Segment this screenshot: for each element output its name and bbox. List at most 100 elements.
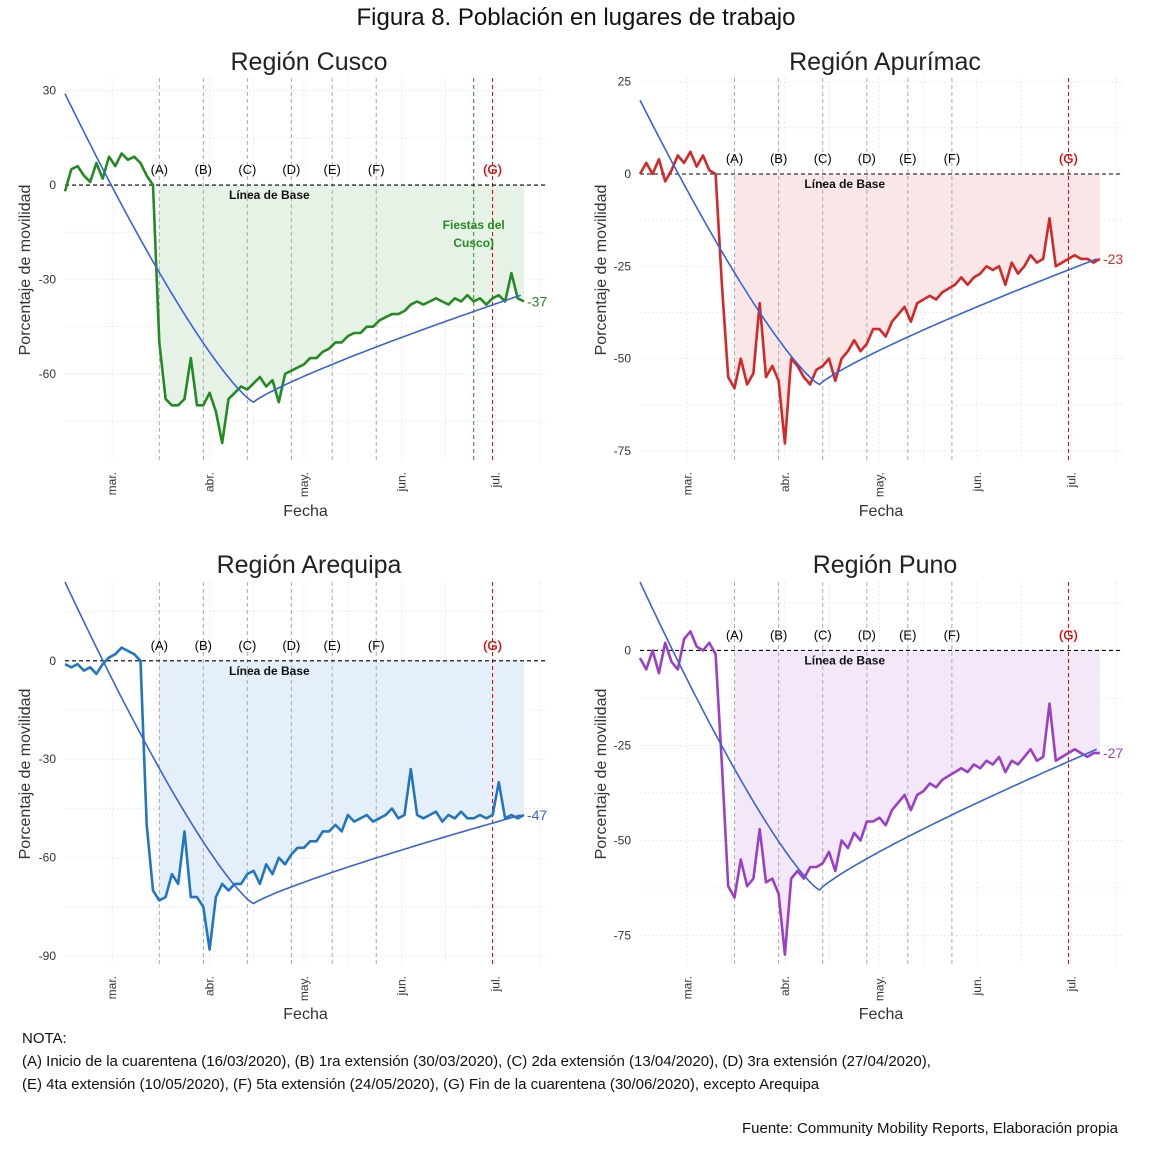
event-label-G: (G)	[1059, 151, 1078, 166]
series-line	[63, 152, 525, 445]
event-label-E: (E)	[324, 162, 341, 177]
x-tick-label: mar.	[680, 976, 694, 999]
note-line-1: (A) Inicio de la cuarentena (16/03/2020)…	[22, 1053, 931, 1070]
end-value-label: -23	[1103, 251, 1123, 267]
x-tick-label: jul.	[1065, 976, 1079, 992]
trend-line	[639, 581, 1098, 892]
event-label-A: (A)	[151, 638, 168, 653]
event-label-F: (F)	[368, 162, 385, 177]
y-tick-label: -75	[614, 444, 632, 458]
x-tick-label: mar.	[680, 472, 694, 495]
y-tick-label: -30	[39, 752, 57, 766]
event-label-E: (E)	[899, 151, 916, 166]
note-line-2: (E) 4ta extensión (10/05/2020), (F) 5ta …	[22, 1076, 820, 1093]
x-axis-label: Fecha	[859, 503, 904, 520]
x-tick-label: abr.	[778, 976, 792, 996]
x-tick-label: jul.	[1065, 472, 1079, 488]
y-tick-label: 0	[49, 178, 56, 192]
y-axis-label: Porcentaje de movilidad	[593, 689, 610, 860]
event-label-B: (B)	[195, 638, 212, 653]
baseline-label: Línea de Base	[804, 653, 885, 667]
event-label-A: (A)	[726, 151, 743, 166]
panel-title: Región Apurímac	[789, 48, 981, 76]
panel-title: Región Cusco	[230, 48, 387, 76]
panel-title: Región Puno	[813, 551, 958, 579]
note-heading: NOTA:	[22, 1030, 67, 1047]
y-axis-label: Porcentaje de movilidad	[593, 185, 610, 356]
x-tick-label: jun.	[970, 472, 984, 492]
event-label-G: (G)	[483, 638, 502, 653]
x-axis-label: Fecha	[859, 1006, 904, 1023]
event-label-C: (C)	[238, 162, 256, 177]
y-axis-label: Porcentaje de movilidad	[17, 689, 34, 860]
event-label-B: (B)	[770, 627, 787, 642]
x-tick-label: jun.	[394, 976, 408, 996]
baseline-label: Línea de Base	[804, 177, 885, 191]
x-tick-label: mar.	[105, 472, 119, 495]
x-axis-label: Fecha	[283, 1006, 328, 1023]
panel-cusco: Línea de Base (A) (B) (C) (D) (E) (F) (G) Fiesta…	[17, 48, 547, 520]
panel-apurimac: Línea de Base (A) (B) (C) (D) (E) (F) (G) -23 25 0…	[593, 48, 1123, 520]
series-line	[638, 630, 1100, 956]
extra-event-label-line: Fiestas del	[443, 218, 505, 232]
y-tick-label: 25	[618, 75, 632, 89]
y-tick-label: 0	[624, 643, 631, 657]
x-tick-label: abr.	[203, 472, 217, 492]
x-tick-label: abr.	[778, 472, 792, 492]
y-tick-label: 30	[43, 84, 57, 98]
x-tick-label: jun.	[970, 976, 984, 996]
y-tick-label: -50	[614, 352, 632, 366]
x-tick-label: abr.	[203, 976, 217, 996]
series-line	[64, 646, 525, 951]
figure-title: Figura 8. Población en lugares de trabaj…	[357, 4, 796, 31]
event-label-D: (D)	[282, 162, 300, 177]
event-label-E: (E)	[324, 638, 341, 653]
x-axis-label: Fecha	[283, 503, 328, 520]
event-label-F: (F)	[944, 151, 961, 166]
y-tick-label: -90	[39, 949, 57, 963]
y-tick-label: 0	[49, 654, 56, 668]
event-label-D: (D)	[858, 151, 876, 166]
y-tick-label: -60	[39, 367, 57, 381]
y-tick-label: -50	[614, 834, 632, 848]
x-tick-label: mar.	[105, 976, 119, 999]
x-tick-label: jun.	[394, 472, 408, 492]
x-tick-label: jul.	[489, 472, 503, 488]
event-label-F: (F)	[944, 627, 961, 642]
event-label-C: (C)	[814, 151, 832, 166]
x-tick-label: may.	[872, 472, 886, 497]
end-value-label: -37	[527, 293, 547, 309]
event-label-A: (A)	[726, 627, 743, 642]
event-label-B: (B)	[195, 162, 212, 177]
event-label-E: (E)	[899, 627, 916, 642]
baseline-label: Línea de Base	[229, 664, 310, 678]
y-tick-label: -60	[39, 851, 57, 865]
end-value-label: -27	[1103, 745, 1123, 761]
event-label-C: (C)	[814, 627, 832, 642]
extra-event-label-line: Cusco)	[453, 236, 494, 250]
event-label-B: (B)	[770, 151, 787, 166]
x-tick-label: may.	[297, 976, 311, 1001]
shaded-area	[159, 185, 525, 444]
extra-event-label: Fiestas del Cusco)	[443, 218, 505, 250]
trend-line	[639, 99, 1098, 386]
x-tick-label: may.	[872, 976, 886, 1001]
y-tick-label: -30	[39, 272, 57, 286]
y-tick-label: -25	[614, 259, 632, 273]
shaded-area	[734, 174, 1100, 444]
event-label-G: (G)	[1059, 627, 1078, 642]
source-text: Fuente: Community Mobility Reports, Elab…	[741, 1120, 1118, 1137]
x-tick-label: may.	[297, 472, 311, 497]
event-label-D: (D)	[282, 638, 300, 653]
shaded-area	[734, 650, 1100, 955]
event-label-C: (C)	[238, 638, 256, 653]
panel-title: Región Arequipa	[217, 551, 402, 579]
trend-line	[64, 93, 522, 404]
x-tick-label: jul.	[489, 976, 503, 992]
y-axis-label: Porcentaje de movilidad	[17, 185, 34, 356]
y-tick-label: -25	[614, 738, 632, 752]
y-tick-label: 0	[624, 167, 631, 181]
trend-line	[64, 581, 522, 905]
event-label-G: (G)	[483, 162, 502, 177]
